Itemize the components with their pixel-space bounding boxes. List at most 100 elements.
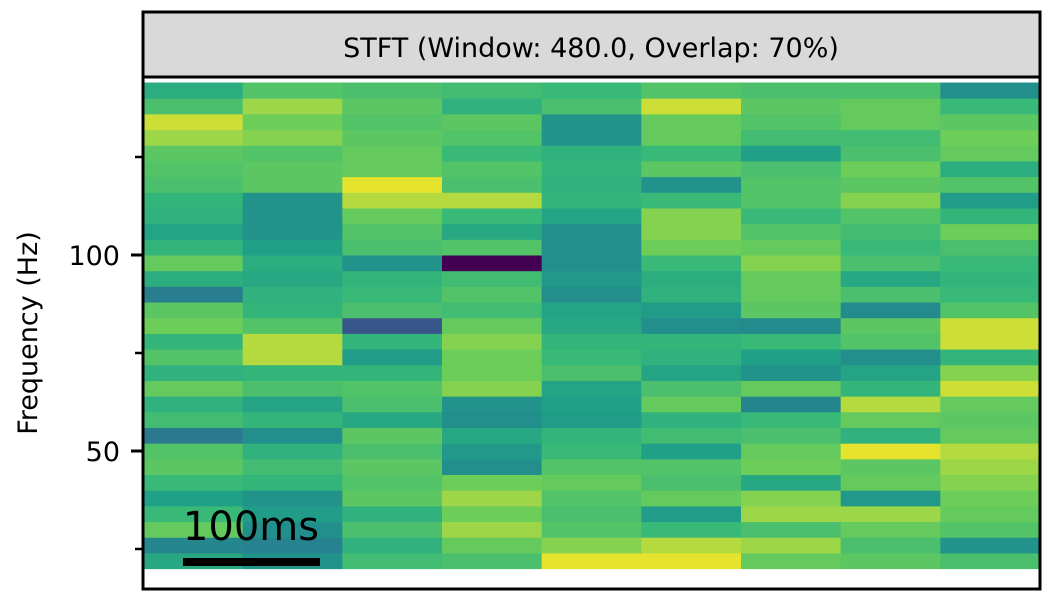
heatmap-cell	[442, 255, 543, 272]
heatmap-cell	[242, 349, 343, 366]
heatmap-cell	[741, 223, 842, 240]
heatmap-cell	[840, 537, 941, 554]
heatmap-cell	[641, 333, 742, 350]
heatmap-cell	[342, 443, 443, 460]
heatmap-cell	[641, 537, 742, 554]
heatmap-cell	[840, 239, 941, 256]
heatmap-cell	[143, 223, 244, 240]
heatmap-cell	[442, 537, 543, 554]
heatmap-cell	[940, 223, 1041, 240]
heatmap-cell	[840, 129, 941, 146]
heatmap-cell	[940, 505, 1041, 523]
heatmap-cell	[641, 474, 742, 491]
heatmap-cell	[741, 474, 842, 491]
heatmap-cell	[442, 113, 543, 131]
heatmap-cell	[242, 98, 343, 115]
heatmap-cell	[840, 302, 941, 319]
heatmap-cell	[342, 207, 443, 225]
heatmap-cell	[840, 396, 941, 413]
heatmap-cell	[143, 333, 244, 350]
heatmap-cell	[641, 176, 742, 193]
y-tick-label: 50	[86, 437, 120, 468]
heatmap-cell	[940, 255, 1041, 272]
heatmap-cell	[143, 458, 244, 476]
heatmap-cell	[541, 286, 642, 303]
heatmap-cell	[741, 160, 842, 178]
heatmap-cell	[143, 129, 244, 146]
heatmap-cell	[342, 302, 443, 319]
heatmap-cell	[342, 537, 443, 554]
heatmap-cell	[143, 239, 244, 256]
heatmap-cell	[242, 521, 343, 538]
heatmap-cell	[741, 364, 842, 381]
heatmap-cell	[143, 364, 244, 381]
heatmap-cell	[342, 458, 443, 476]
heatmap-cell	[442, 349, 543, 366]
heatmap-cell	[143, 443, 244, 460]
heatmap-cell	[242, 286, 343, 303]
heatmap-cell	[442, 129, 543, 146]
heatmap-cell	[741, 239, 842, 256]
heatmap-cell	[741, 176, 842, 193]
heatmap-cell	[741, 286, 842, 303]
heatmap-cell	[641, 192, 742, 209]
heatmap-cell	[641, 207, 742, 225]
heatmap-cell	[840, 411, 941, 428]
heatmap-cell	[840, 521, 941, 538]
heatmap-cell	[741, 349, 842, 366]
heatmap-cell	[342, 333, 443, 350]
heatmap-cell	[541, 490, 642, 507]
heatmap-cell	[442, 317, 543, 334]
heatmap-cell	[442, 364, 543, 381]
chart-title: STFT (Window: 480.0, Overlap: 70%)	[343, 33, 839, 64]
heatmap-cell	[741, 302, 842, 319]
heatmap-cell	[242, 380, 343, 397]
heatmap-cell	[342, 82, 443, 99]
y-tick-label: 100	[68, 241, 120, 272]
heatmap-cell	[641, 98, 742, 115]
heatmap-cell	[242, 223, 343, 240]
heatmap-cell	[840, 192, 941, 209]
heatmap-cell	[541, 349, 642, 366]
heatmap-cell	[840, 207, 941, 225]
heatmap-cell	[242, 505, 343, 523]
heatmap-cell	[442, 443, 543, 460]
heatmap-cell	[143, 474, 244, 491]
heatmap-cell	[741, 380, 842, 397]
heatmap-cell	[143, 349, 244, 366]
heatmap-cell	[242, 82, 343, 99]
heatmap-cell	[641, 443, 742, 460]
heatmap-cell	[840, 443, 941, 460]
heatmap-cell	[242, 239, 343, 256]
heatmap-cell	[541, 474, 642, 491]
heatmap-cell	[641, 396, 742, 413]
heatmap-cell	[442, 192, 543, 209]
heatmap-cell	[242, 145, 343, 162]
heatmap-cell	[242, 207, 343, 225]
heatmap-cell	[641, 411, 742, 428]
heatmap-cell	[940, 458, 1041, 476]
heatmap-cell	[541, 458, 642, 476]
heatmap-cell	[541, 396, 642, 413]
heatmap-cell	[840, 349, 941, 366]
heatmap-cell	[940, 443, 1041, 460]
heatmap-cell	[242, 302, 343, 319]
heatmap-cell	[940, 380, 1041, 397]
heatmap-cell	[541, 82, 642, 99]
heatmap-cell	[741, 270, 842, 287]
heatmap-cell	[840, 160, 941, 178]
heatmap-cell	[840, 255, 941, 272]
heatmap-cell	[143, 82, 244, 99]
heatmap-cell	[541, 192, 642, 209]
heatmap-cell	[342, 396, 443, 413]
heatmap-cell	[242, 458, 343, 476]
heatmap-cell	[242, 192, 343, 209]
heatmap-cell	[940, 207, 1041, 225]
heatmap-cell	[741, 552, 842, 570]
heatmap-cell	[342, 98, 443, 115]
heatmap-cell	[143, 176, 244, 193]
heatmap-cell	[342, 490, 443, 507]
heatmap-cell	[342, 552, 443, 570]
heatmap-cell	[940, 113, 1041, 131]
heatmap-cell	[641, 223, 742, 240]
